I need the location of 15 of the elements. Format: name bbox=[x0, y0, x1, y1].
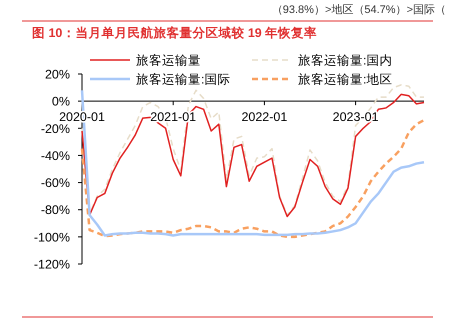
legend-label: 旅客运输量 bbox=[136, 52, 201, 68]
y-tick-label: -120% bbox=[34, 258, 70, 272]
y-tick-label: -80% bbox=[40, 203, 70, 218]
y-tick-label: 0% bbox=[52, 94, 70, 109]
y-tick-label: -100% bbox=[34, 230, 70, 244]
legend-label: 旅客运输量:国际 bbox=[136, 72, 230, 86]
x-tick-label: 2022-01 bbox=[241, 110, 288, 124]
legend-label: 旅客运输量:国内 bbox=[298, 52, 392, 68]
y-tick-label: -20% bbox=[40, 122, 70, 136]
y-tick-label: -40% bbox=[40, 148, 70, 163]
y-tick-label: -60% bbox=[40, 176, 70, 190]
text: （93.8%）>地区（54.7%）>国际（ bbox=[272, 3, 446, 16]
chart-title: 图 10：当月单月民航旅客量分区域较 19 年恢复率 bbox=[32, 25, 318, 40]
legend-label: 旅客运输量:地区 bbox=[298, 72, 392, 86]
y-tick-label: 20% bbox=[44, 68, 70, 82]
